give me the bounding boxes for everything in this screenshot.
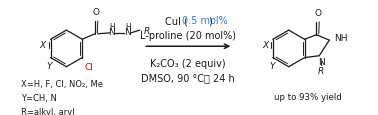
Text: ): ) xyxy=(208,16,212,26)
Text: R: R xyxy=(144,26,150,35)
Text: R=alkyl, aryl: R=alkyl, aryl xyxy=(21,107,75,115)
Text: DMSO, 90 °C、 24 h: DMSO, 90 °C、 24 h xyxy=(141,72,235,82)
Text: O: O xyxy=(93,8,99,17)
Text: Cl: Cl xyxy=(85,63,94,72)
Text: N: N xyxy=(318,57,324,66)
Text: L-proline (20 mol%): L-proline (20 mol%) xyxy=(140,30,236,40)
Text: 0.5 mol%: 0.5 mol% xyxy=(182,16,228,26)
Text: H: H xyxy=(110,23,115,32)
Text: CuI (: CuI ( xyxy=(165,16,188,26)
Text: N: N xyxy=(108,28,115,37)
Text: Y=CH, N: Y=CH, N xyxy=(21,93,57,102)
Text: X=H, F, Cl, NO₂, Me: X=H, F, Cl, NO₂, Me xyxy=(21,80,103,89)
Text: up to 93% yield: up to 93% yield xyxy=(274,92,342,101)
Text: X: X xyxy=(262,41,268,50)
Text: R: R xyxy=(318,66,324,75)
Text: O: O xyxy=(315,9,322,18)
Text: K₂CO₃ (2 equiv): K₂CO₃ (2 equiv) xyxy=(150,58,226,68)
Text: Y: Y xyxy=(269,62,275,71)
Text: X: X xyxy=(40,41,46,50)
Text: H: H xyxy=(125,23,131,32)
Text: NH: NH xyxy=(334,34,347,43)
Text: Y: Y xyxy=(47,62,53,71)
Text: N: N xyxy=(124,28,130,37)
